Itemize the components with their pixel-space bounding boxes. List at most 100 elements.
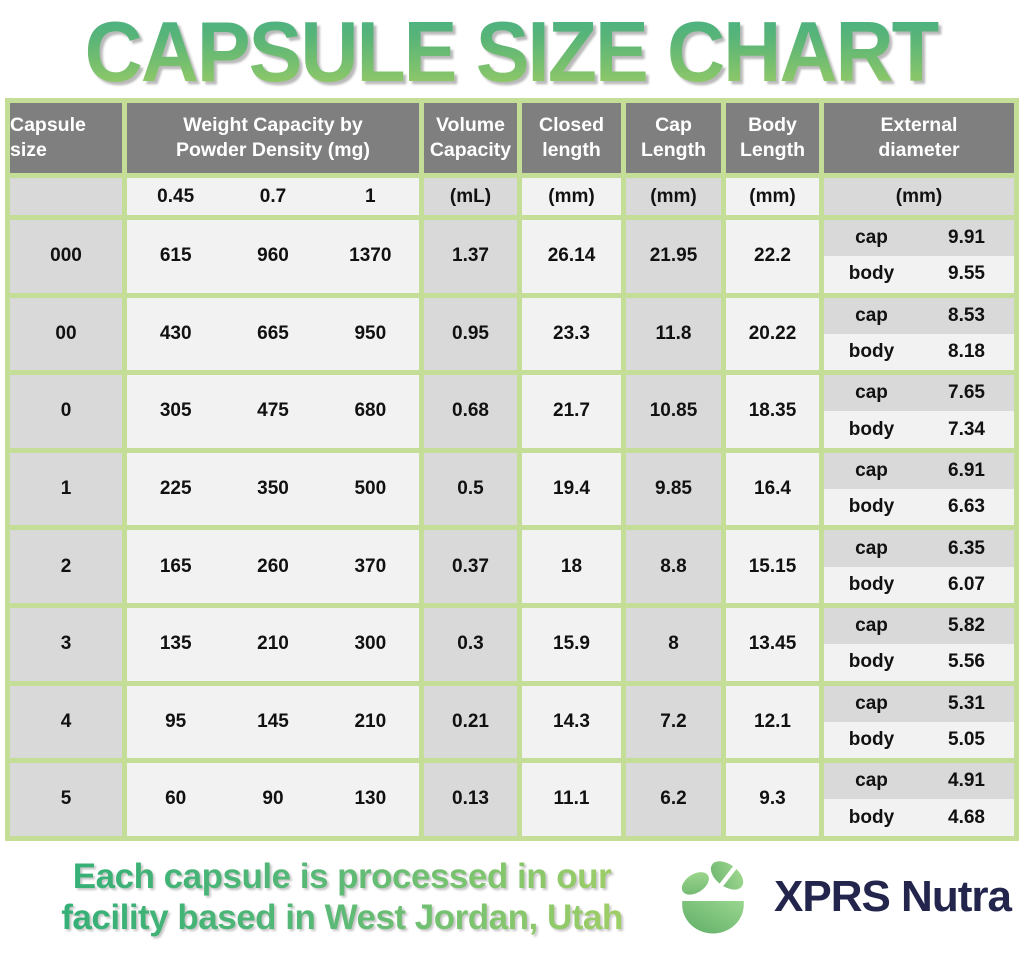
body-label: body [848,651,895,673]
col-header-volume-capacity: Volume Capacity [424,103,517,173]
weight-capacity-cell: 430 665 950 [127,297,419,371]
volume-cell: 0.3 [424,607,517,681]
body-length-cell: 15.15 [726,530,819,603]
volume-cell: 0.68 [424,375,517,448]
weight-capacity-cell: 165 260 370 [127,530,419,603]
external-body-subrow: body 5.05 [824,721,1014,759]
facility-note-line1: Each capsule is processed in our [72,856,612,896]
cap-length-cell: 7.2 [626,685,721,759]
weight-value: 370 [354,555,387,577]
col-header-capsule-size: Capsule size [10,103,122,173]
unit-cell-cap: (mm) [626,178,721,215]
volume-cell: 0.37 [424,530,517,603]
weight-value: 210 [257,633,289,655]
cap-diameter-value: 6.91 [948,459,985,481]
weight-value: 60 [165,788,187,810]
body-label: body [848,263,895,285]
brand-logo: XPRS Nutra [676,855,1012,939]
weight-value: 1370 [349,245,392,267]
body-length-cell: 22.2 [726,220,819,293]
col-header-external-diameter: External diameter [824,103,1014,173]
header-label: length [542,139,601,161]
volume-cell: 0.21 [424,685,517,759]
cap-diameter-value: 9.91 [948,227,985,249]
external-diameter-cell: cap 8.53 body 8.18 [824,297,1014,371]
external-body-subrow: body 8.18 [824,333,1014,371]
header-label: Length [740,139,805,161]
closed-length-cell: 23.3 [522,297,621,371]
external-cap-subrow: cap 9.91 [824,220,1014,257]
capsule-size-cell: 00 [10,297,122,371]
header-label: Capsule size [10,114,86,161]
external-body-subrow: body 9.55 [824,256,1014,293]
external-cap-subrow: cap 6.91 [824,452,1014,490]
unit-cell-volume: (mL) [424,178,517,215]
weight-value: 225 [159,478,192,500]
weight-capacity-cell: 95 145 210 [127,685,419,759]
density-value: 0.7 [259,185,287,207]
body-diameter-value: 5.05 [948,729,985,750]
weight-value: 300 [354,633,387,655]
cap-label: cap [855,304,888,326]
weight-value: 500 [354,478,387,500]
page-title: CAPSULE SIZE CHART [85,2,941,101]
body-diameter-value: 9.55 [948,263,985,285]
external-body-subrow: body 6.07 [824,566,1014,603]
unit-cell-weight-densities: 0.45 0.7 1 [127,178,419,215]
header-label: Powder Density (mg) [176,139,370,161]
weight-value: 680 [354,400,387,422]
cap-length-cell: 8 [626,607,721,681]
body-diameter-value: 5.56 [948,651,985,673]
weight-value: 475 [257,400,289,422]
density-value: 0.45 [157,185,195,207]
weight-value: 430 [159,322,192,344]
external-diameter-cell: cap 6.35 body 6.07 [824,530,1014,603]
density-value: 1 [365,185,376,207]
cap-label: cap [855,537,888,559]
unit-cell-capsule-size [10,178,122,215]
brand-name: XPRS Nutra [774,871,1012,921]
body-diameter-value: 8.18 [948,341,985,363]
header-label: External [880,114,958,136]
closed-length-cell: 19.4 [522,452,621,526]
closed-length-cell: 15.9 [522,607,621,681]
capsule-size-cell: 1 [10,452,122,526]
col-header-cap-length: Cap Length [626,103,721,173]
weight-value: 145 [257,710,289,732]
cap-length-cell: 10.85 [626,375,721,448]
capsule-size-cell: 0 [10,375,122,448]
facility-note: Each capsule is processed in our facilit… [18,856,666,938]
weight-value: 210 [354,710,387,732]
external-body-subrow: body 5.56 [824,644,1014,681]
facility-note-line2: facility based in West Jordan, Utah [61,897,623,937]
cap-label: cap [855,382,888,404]
cap-length-cell: 11.8 [626,297,721,371]
mortar-leaf-icon [681,861,744,934]
cap-length-cell: 9.85 [626,452,721,526]
cap-label: cap [855,615,888,637]
capsule-size-cell: 000 [10,220,122,293]
closed-length-cell: 11.1 [522,763,621,836]
body-label: body [848,496,895,518]
body-diameter-value: 7.34 [948,418,985,440]
weight-capacity-cell: 135 210 300 [127,607,419,681]
weight-capacity-cell: 225 350 500 [127,452,419,526]
volume-cell: 0.95 [424,297,517,371]
volume-cell: 1.37 [424,220,517,293]
weight-value: 960 [257,245,289,267]
body-length-cell: 16.4 [726,452,819,526]
cap-label: cap [855,459,888,481]
weight-value: 950 [354,322,387,344]
external-body-subrow: body 4.68 [824,799,1014,836]
cap-diameter-value: 5.82 [948,615,985,637]
body-diameter-value: 6.07 [948,573,985,595]
external-diameter-cell: cap 9.91 body 9.55 [824,220,1014,293]
weight-value: 350 [257,478,289,500]
cap-diameter-value: 7.65 [948,382,985,404]
cap-diameter-value: 4.91 [948,770,985,792]
body-length-cell: 20.22 [726,297,819,371]
body-label: body [848,806,895,828]
external-body-subrow: body 7.34 [824,411,1014,448]
col-header-closed-length: Closed length [522,103,621,173]
col-header-body-length: Body Length [726,103,819,173]
